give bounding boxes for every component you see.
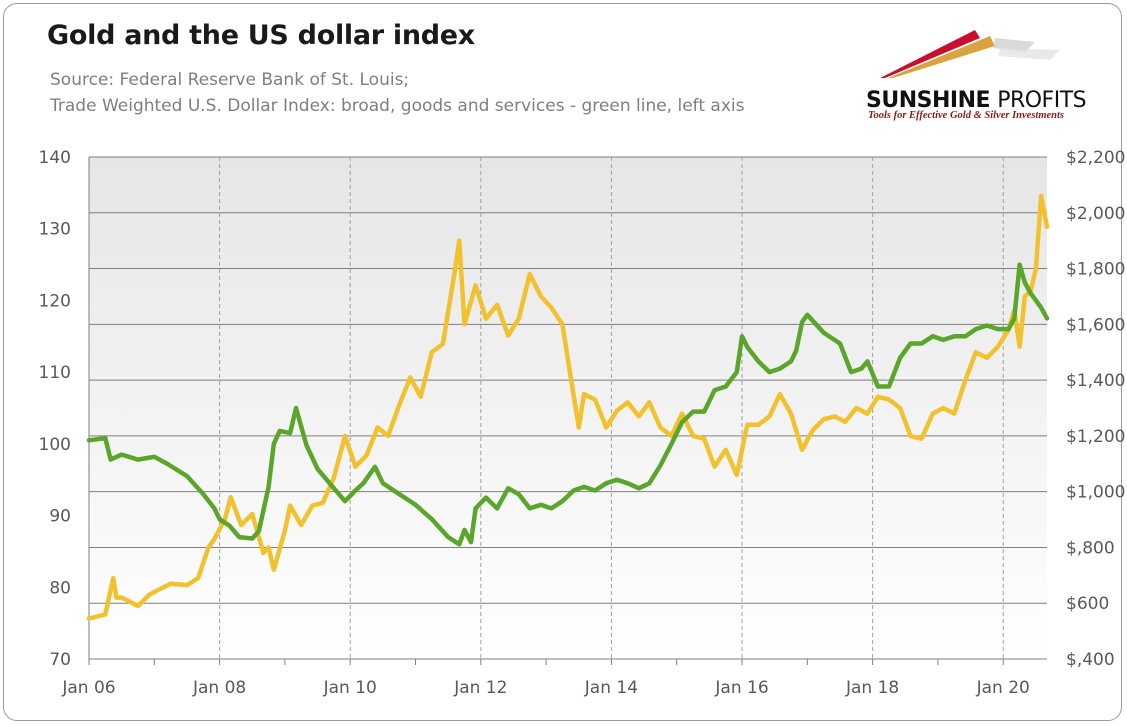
x-tick-label: Jan 10 bbox=[323, 678, 377, 698]
y-right-tick-label: $2,200 bbox=[1066, 148, 1125, 168]
chart-series-note: Trade Weighted U.S. Dollar Index: broad,… bbox=[50, 96, 745, 116]
dollar-index-line bbox=[86, 262, 1050, 547]
gold-price-line bbox=[86, 193, 1050, 621]
y-right-tick-label: $2,000 bbox=[1066, 204, 1125, 224]
y-right-tick-label: $1,600 bbox=[1066, 315, 1125, 335]
logo-swoosh-icon bbox=[880, 30, 1060, 78]
logo-tagline: Tools for Effective Gold & Silver Invest… bbox=[868, 110, 1064, 121]
x-tick-label: Jan 06 bbox=[61, 678, 115, 698]
logo-name-light: PROFITS bbox=[997, 88, 1087, 113]
y-left-tick-label: 80 bbox=[49, 578, 71, 598]
logo-name-bold: SUNSHINE bbox=[866, 88, 991, 113]
y-left-tick-label: 70 bbox=[49, 650, 71, 670]
y-right-tick-label: $,400 bbox=[1066, 650, 1115, 670]
y-right-tick-label: $1,800 bbox=[1066, 260, 1125, 280]
sunshine-profits-logo: SUNSHINE PROFITS Tools for Effective Gol… bbox=[860, 28, 1087, 128]
x-tick-label: Jan 12 bbox=[453, 678, 507, 698]
chart-title: Gold and the US dollar index bbox=[47, 20, 475, 51]
x-tick-label: Jan 18 bbox=[845, 678, 899, 698]
x-tick-label: Jan 08 bbox=[192, 678, 246, 698]
y-left-tick-label: 130 bbox=[39, 220, 71, 240]
y-left-tick-label: 100 bbox=[39, 435, 71, 455]
plot-area bbox=[89, 157, 1047, 659]
logo-name: SUNSHINE PROFITS bbox=[866, 88, 1087, 113]
x-tick-label: Jan 14 bbox=[584, 678, 638, 698]
x-tick-label: Jan 20 bbox=[976, 678, 1030, 698]
y-right-tick-label: $1,200 bbox=[1066, 427, 1125, 447]
y-right-tick-label: $1,400 bbox=[1066, 371, 1125, 391]
y-left-tick-label: 90 bbox=[49, 507, 71, 527]
x-tick-label: Jan 16 bbox=[714, 678, 768, 698]
y-left-tick-label: 140 bbox=[39, 148, 71, 168]
y-left-tick-label: 110 bbox=[39, 363, 71, 383]
y-right-tick-label: $600 bbox=[1066, 594, 1109, 614]
y-left-tick-label: 120 bbox=[39, 291, 71, 311]
chart-source-line: Source: Federal Reserve Bank of St. Loui… bbox=[50, 70, 410, 90]
y-right-tick-label: $,800 bbox=[1066, 538, 1115, 558]
y-right-tick-label: $1,000 bbox=[1066, 483, 1125, 503]
